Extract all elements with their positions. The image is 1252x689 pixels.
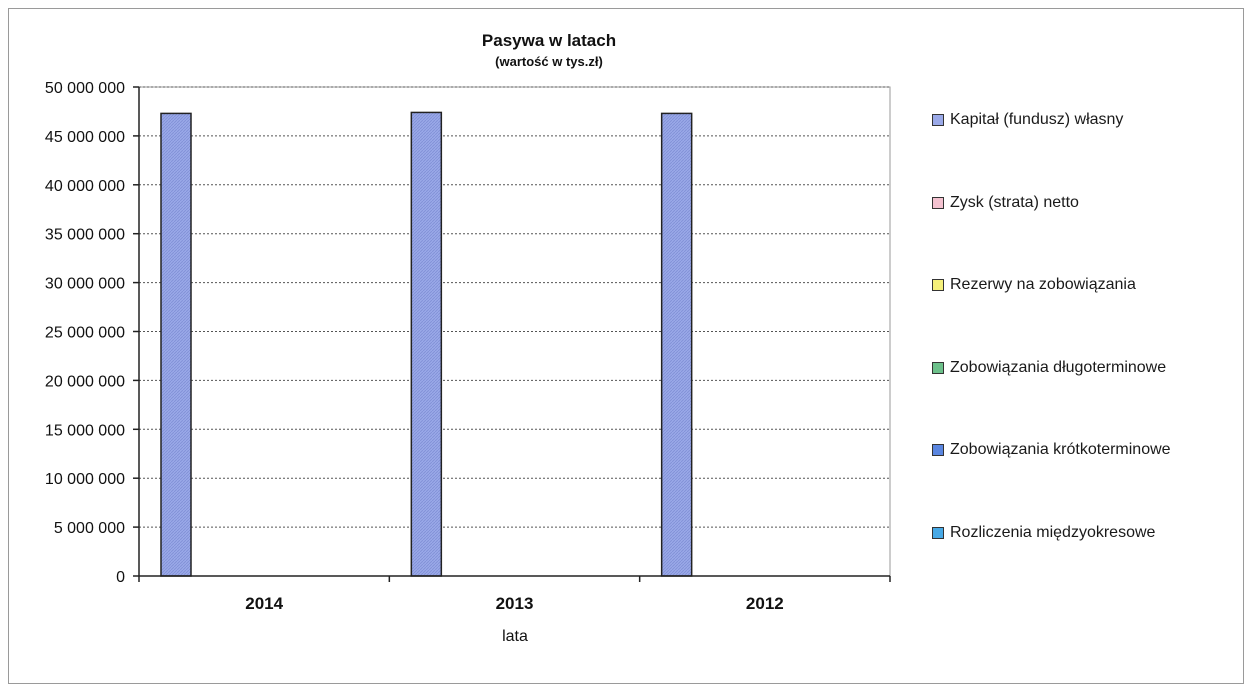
chart-frame <box>8 8 1244 684</box>
y-tick-label: 50 000 000 <box>45 80 125 97</box>
y-tick-label: 45 000 000 <box>45 129 125 146</box>
legend-swatch <box>932 444 944 456</box>
bar-2012-series-1 <box>660 112 693 577</box>
legend-swatch <box>932 114 944 126</box>
legend-label: Zysk (strata) netto <box>950 193 1079 211</box>
legend-item: Rezerwy na zobowiązania <box>932 273 1136 297</box>
y-tick-label: 15 000 000 <box>45 422 125 439</box>
legend-swatch <box>932 526 944 539</box>
y-tick-label: 0 <box>116 569 125 586</box>
y-tick-label: 40 000 000 <box>45 178 125 195</box>
legend-label: Rezerwy na zobowiązania <box>950 276 1136 293</box>
legend-label: Zobowiązania długoterminowe <box>950 358 1167 376</box>
y-tick-label: 25 000 000 <box>45 325 125 342</box>
y-tick-label: 30 000 000 <box>45 276 125 293</box>
y-tick-label: 5 000 000 <box>54 520 125 537</box>
legend-label: Rozliczenia międzyokresowe <box>950 523 1156 541</box>
legend-item: Rozliczenia międzyokresowe <box>932 521 1155 545</box>
legend-swatch <box>932 279 944 291</box>
bar-2013-series-1 <box>410 111 443 577</box>
y-tick-label: 10 000 000 <box>45 471 125 488</box>
legend-item: Kapitał (fundusz) własny <box>932 108 1123 132</box>
legend-label: Kapitał (fundusz) własny <box>950 111 1124 128</box>
legend-label: Zobowiązania krótkoterminowe <box>950 441 1171 458</box>
legend-swatch <box>932 361 944 374</box>
legend-item: Zysk (strata) netto <box>932 191 1079 215</box>
x-tick-label: 2014 <box>245 594 283 613</box>
y-tick-label: 20 000 000 <box>45 373 125 390</box>
chart-subtitle: (wartość w tys.zł) <box>495 54 603 69</box>
x-tick-label: 2013 <box>496 594 534 613</box>
chart-title: Pasywa w latach <box>482 31 616 50</box>
y-tick-label: 35 000 000 <box>45 227 125 244</box>
bar-2014-series-1 <box>160 112 192 577</box>
legend-item: Zobowiązania długoterminowe <box>932 356 1166 380</box>
legend-item: Zobowiązania krótkoterminowe <box>932 438 1171 462</box>
x-tick-label: 2012 <box>746 594 784 613</box>
legend-swatch <box>932 196 944 209</box>
x-axis-label: lata <box>502 628 528 645</box>
